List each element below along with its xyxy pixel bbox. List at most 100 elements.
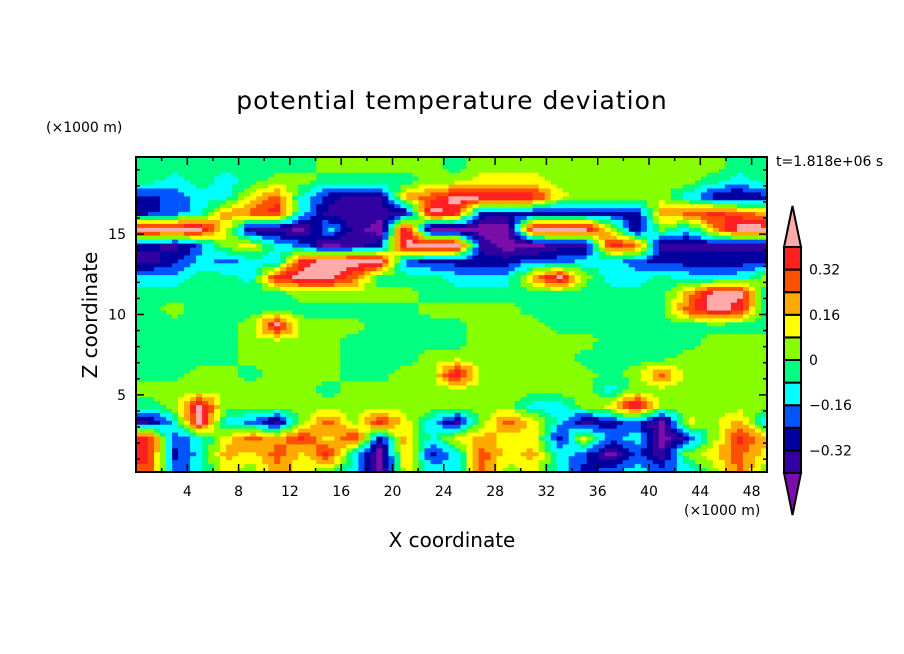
contour-cell xyxy=(346,286,353,292)
contour-cell xyxy=(514,263,522,268)
contour-cell xyxy=(322,188,329,194)
contour-cell xyxy=(706,259,714,264)
contour-cell xyxy=(724,160,732,166)
contour-cell xyxy=(430,176,438,182)
contour-cell xyxy=(688,310,696,316)
contour-cell xyxy=(754,168,762,174)
contour-cell xyxy=(388,164,396,170)
contour-cell xyxy=(502,192,510,197)
contour-cell xyxy=(748,172,756,178)
contour-cell xyxy=(358,255,365,260)
contour-cell xyxy=(352,334,359,339)
contour-cell xyxy=(328,318,335,323)
contour-cell xyxy=(196,334,203,339)
contour-cell xyxy=(166,279,173,284)
contour-cell xyxy=(472,290,480,296)
contour-cell xyxy=(190,164,197,170)
contour-cell xyxy=(460,334,468,339)
contour-cell xyxy=(508,275,516,280)
contour-cell xyxy=(424,184,432,190)
contour-cell xyxy=(214,318,221,323)
contour-cell xyxy=(604,247,612,253)
contour-cell xyxy=(730,160,738,166)
contour-cell xyxy=(652,326,660,331)
contour-cell xyxy=(214,263,221,268)
contour-cell xyxy=(340,275,347,280)
contour-cell xyxy=(220,180,227,186)
contour-cell xyxy=(712,220,720,225)
contour-cell xyxy=(142,192,149,197)
contour-cell xyxy=(688,286,696,292)
contour-cell xyxy=(724,196,732,201)
contour-cell xyxy=(166,196,173,201)
contour-cell xyxy=(478,302,486,308)
contour-cell xyxy=(286,342,293,347)
contour-cell xyxy=(676,231,684,237)
contour-cell xyxy=(340,338,347,343)
contour-cell xyxy=(676,200,684,205)
contour-cell xyxy=(376,259,383,264)
contour-cell xyxy=(532,255,540,260)
contour-cell xyxy=(340,286,347,292)
contour-cell xyxy=(190,283,197,288)
contour-cell xyxy=(664,298,672,304)
contour-cell xyxy=(214,290,221,296)
contour-cell xyxy=(376,160,383,166)
contour-cell xyxy=(214,172,221,178)
contour-cell xyxy=(742,176,750,182)
contour-cell xyxy=(580,338,588,343)
contour-cell xyxy=(448,176,456,182)
contour-cell xyxy=(562,322,570,327)
contour-cell xyxy=(532,267,540,272)
contour-cell xyxy=(148,164,155,170)
contour-cell xyxy=(328,188,335,194)
contour-cell xyxy=(346,251,353,257)
contour-cell xyxy=(244,176,251,182)
contour-cell xyxy=(526,338,534,343)
contour-cell xyxy=(646,330,654,335)
contour-cell xyxy=(532,227,540,233)
contour-cell xyxy=(358,200,365,205)
contour-cell xyxy=(406,188,414,194)
contour-cell xyxy=(700,318,708,323)
contour-cell xyxy=(268,192,275,197)
contour-cell xyxy=(316,267,323,272)
contour-cell xyxy=(754,247,762,253)
contour-cell xyxy=(148,196,155,201)
contour-cell xyxy=(178,239,185,245)
contour-cell xyxy=(178,326,185,331)
contour-cell xyxy=(670,283,678,288)
contour-cell xyxy=(478,192,486,197)
contour-cell xyxy=(718,243,726,249)
contour-cell xyxy=(364,298,371,304)
contour-cell xyxy=(448,160,456,166)
contour-cell xyxy=(394,223,402,229)
contour-cell xyxy=(298,164,305,170)
contour-cell xyxy=(550,286,558,292)
contour-cell xyxy=(670,322,678,327)
contour-cell xyxy=(340,294,347,300)
contour-cell xyxy=(706,164,714,170)
contour-cell xyxy=(388,271,396,276)
contour-cell xyxy=(520,168,528,174)
contour-cell xyxy=(184,255,191,260)
contour-cell xyxy=(634,271,642,276)
contour-cell xyxy=(136,275,143,280)
contour-cell xyxy=(238,294,245,300)
contour-cell xyxy=(544,164,552,170)
contour-cell xyxy=(406,200,414,205)
contour-cell xyxy=(382,302,389,308)
contour-cell xyxy=(160,306,167,312)
contour-cell xyxy=(496,200,504,205)
contour-cell xyxy=(580,251,588,257)
contour-cell xyxy=(652,223,660,229)
contour-cell xyxy=(712,334,720,339)
contour-cell xyxy=(652,172,660,178)
contour-cell xyxy=(682,164,690,170)
contour-cell xyxy=(250,302,257,308)
contour-cell xyxy=(352,314,359,320)
contour-cell xyxy=(712,239,720,245)
contour-cell xyxy=(208,271,215,276)
contour-cell xyxy=(196,330,203,335)
contour-cell xyxy=(676,223,684,229)
